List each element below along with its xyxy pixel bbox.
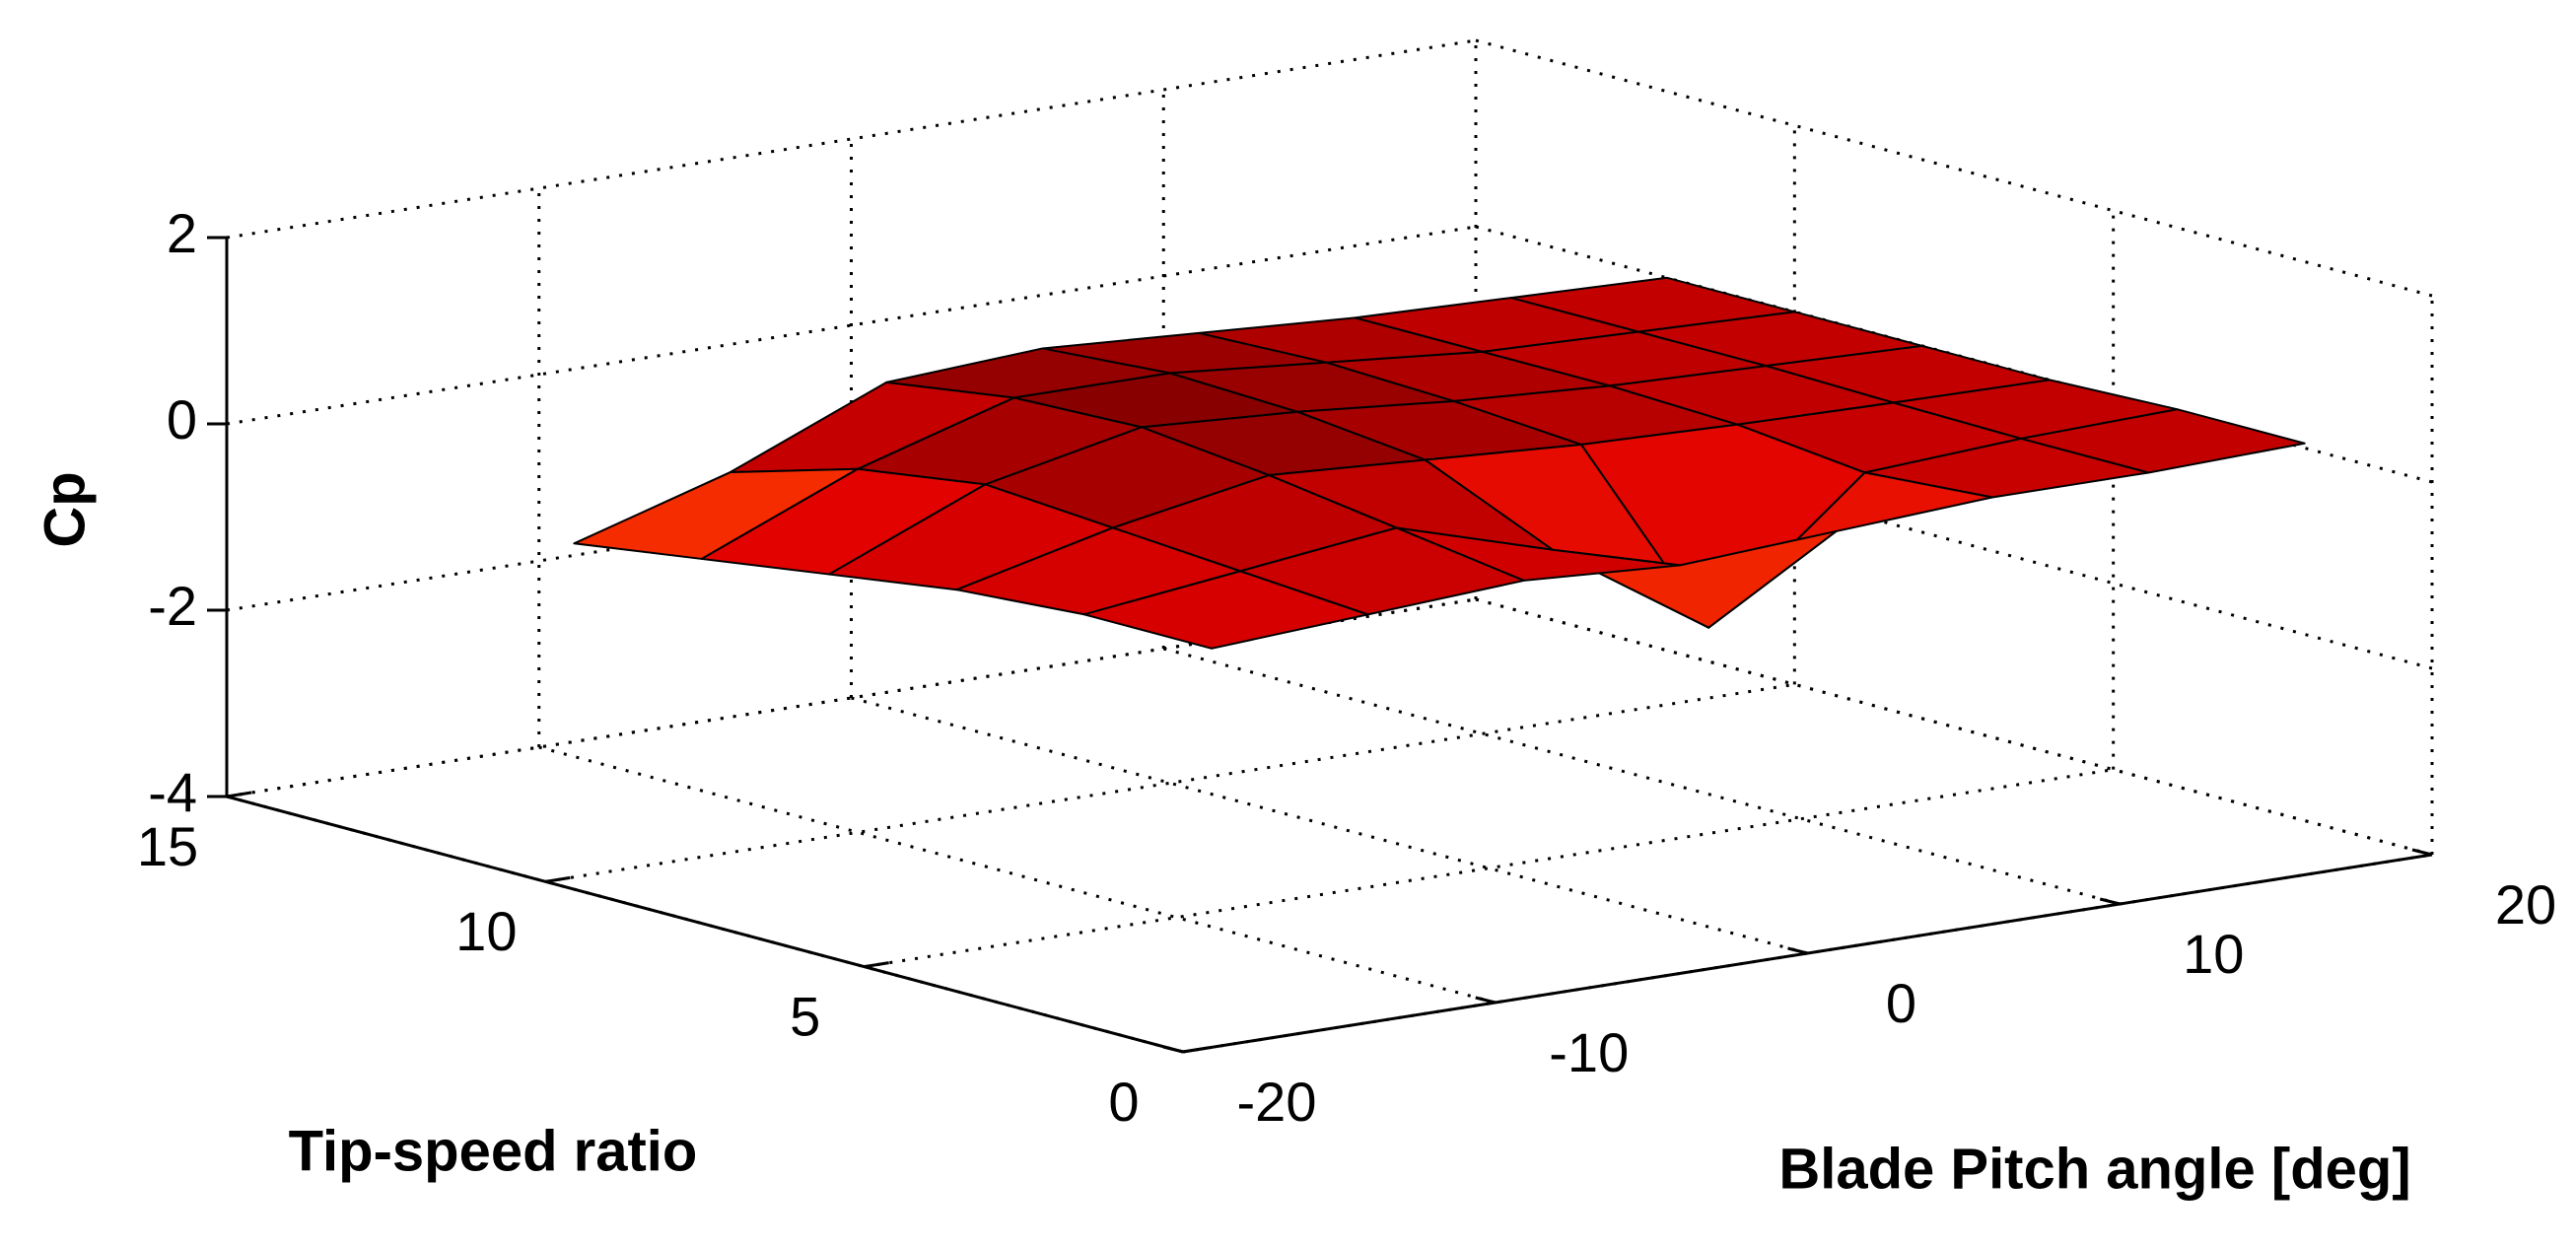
tick-mark: [864, 961, 889, 969]
x-tick-label: 5: [790, 985, 820, 1047]
z-tick-label: -2: [148, 575, 197, 637]
x-axis: [226, 795, 1184, 1054]
y-tick-label: 0: [1886, 972, 1916, 1034]
x-tick-label: 15: [137, 815, 198, 877]
grid-line: [864, 768, 2114, 969]
tick-mark: [2411, 848, 2433, 857]
y-tick-label: -20: [1237, 1071, 1317, 1133]
z-axis-label: Cp: [33, 471, 97, 547]
y-tick-label: 20: [2495, 873, 2556, 936]
tick-mark: [1787, 946, 1808, 955]
tick-mark: [1475, 996, 1497, 1005]
z-tick-label: 2: [167, 202, 197, 264]
tick-mark: [1162, 1045, 1184, 1054]
x-tick-label: 0: [1108, 1071, 1139, 1133]
tick-mark: [2099, 897, 2121, 906]
x-tick-label: 10: [455, 900, 517, 962]
z-tick-label: 0: [167, 388, 197, 451]
grid-line: [226, 225, 1477, 426]
grid-line: [545, 682, 1795, 883]
surface: [573, 276, 2306, 650]
tick-mark: [226, 791, 252, 798]
tick-mark: [545, 875, 571, 883]
z-tick-label: -4: [148, 761, 197, 823]
grid-line: [226, 38, 1477, 240]
x-axis-label: Tip-speed ratio: [289, 1119, 698, 1183]
y-axis-label: Blade Pitch angle [deg]: [1778, 1137, 2410, 1201]
surface-face: [1082, 570, 1369, 650]
tick-mark: [1182, 1046, 1209, 1054]
y-tick-label: 10: [2183, 923, 2244, 985]
y-tick-label: -10: [1549, 1021, 1629, 1083]
